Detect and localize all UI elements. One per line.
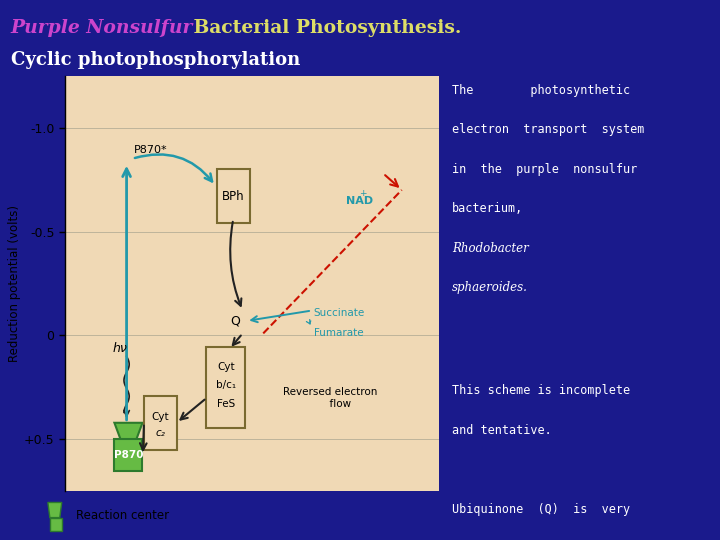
Text: Purple Nonsulfur: Purple Nonsulfur [11,19,193,37]
FancyBboxPatch shape [207,347,246,428]
Text: and tentative.: and tentative. [451,424,552,437]
Text: The        photosynthetic: The photosynthetic [451,84,630,97]
Text: Bacterial Photosynthesis.: Bacterial Photosynthesis. [187,19,462,37]
Text: FeS: FeS [217,399,235,409]
Text: Rhodobacter: Rhodobacter [451,242,528,255]
Text: Q: Q [230,314,240,327]
Text: Fumarate: Fumarate [314,328,364,339]
Text: sphaeroides.: sphaeroides. [451,281,528,294]
Text: electron  transport  system: electron transport system [451,124,644,137]
Text: P870: P870 [114,450,143,460]
Polygon shape [48,502,62,517]
Text: +: + [359,189,367,198]
Text: BPh: BPh [222,190,245,202]
Text: c₂: c₂ [156,428,165,438]
Text: Cyclic photophosphorylation: Cyclic photophosphorylation [11,51,300,69]
Text: Cyt: Cyt [217,362,235,372]
Polygon shape [114,423,143,440]
Y-axis label: Reduction potential (volts): Reduction potential (volts) [8,205,21,362]
Text: Cyt: Cyt [151,411,169,422]
Text: Reaction center: Reaction center [76,509,168,522]
Text: Succinate: Succinate [314,308,365,318]
Text: bacterium,: bacterium, [451,202,523,215]
FancyBboxPatch shape [114,440,143,471]
FancyBboxPatch shape [217,169,250,223]
Text: NAD: NAD [346,197,373,206]
Text: hν: hν [112,342,127,355]
FancyBboxPatch shape [143,396,177,450]
Text: in  the  purple  nonsulfur: in the purple nonsulfur [451,163,637,176]
Text: b/c₁: b/c₁ [216,380,236,390]
Text: This scheme is incomplete: This scheme is incomplete [451,384,630,397]
Text: P870*: P870* [134,145,168,154]
Text: Ubiquinone  (Q)  is  very: Ubiquinone (Q) is very [451,503,630,516]
Text: Reversed electron
      flow: Reversed electron flow [284,387,378,409]
FancyBboxPatch shape [50,517,62,531]
